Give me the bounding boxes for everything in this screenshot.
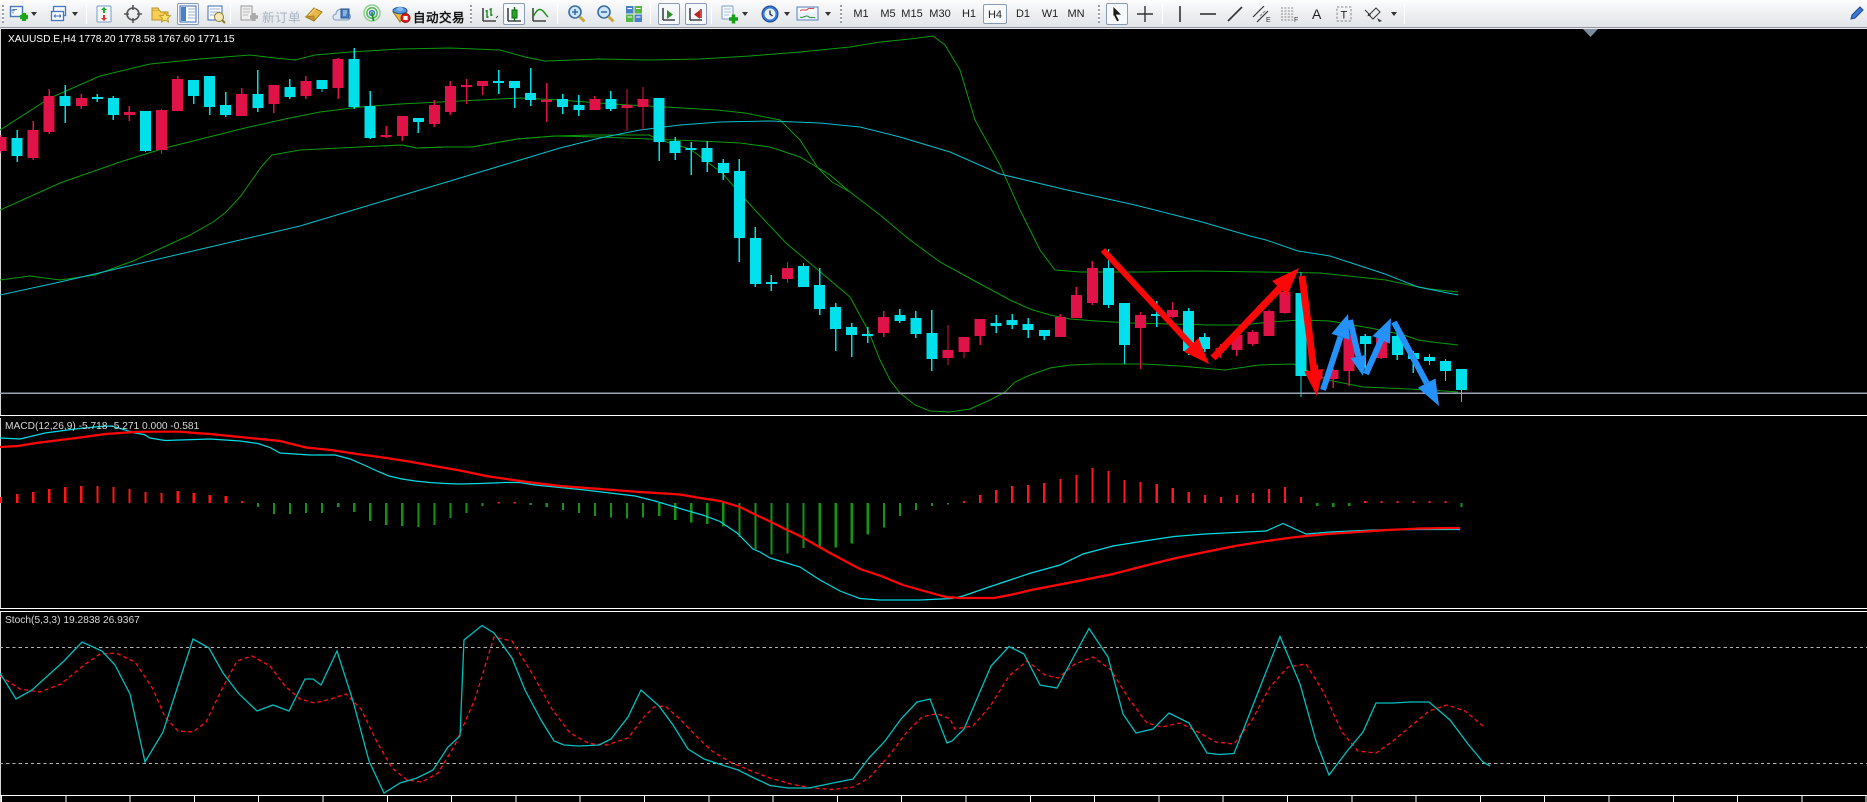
svg-text:XAUUSD.E,H4 1778.20 1778.58 1: XAUUSD.E,H4 1778.20 1778.58 1767.60 1771… xyxy=(8,34,235,45)
svg-text:E: E xyxy=(1266,17,1271,24)
svg-text:MACD(12,26,9) -5.718 -5.271 0.: MACD(12,26,9) -5.718 -5.271 0.000 -0.581 xyxy=(5,421,200,432)
svg-text:F: F xyxy=(1294,17,1298,24)
svg-text:Stoch(5,3,3) 19.2838 26.9367: Stoch(5,3,3) 19.2838 26.9367 xyxy=(5,615,140,626)
svg-text:T: T xyxy=(1341,10,1348,22)
svg-text:A: A xyxy=(1312,6,1322,22)
